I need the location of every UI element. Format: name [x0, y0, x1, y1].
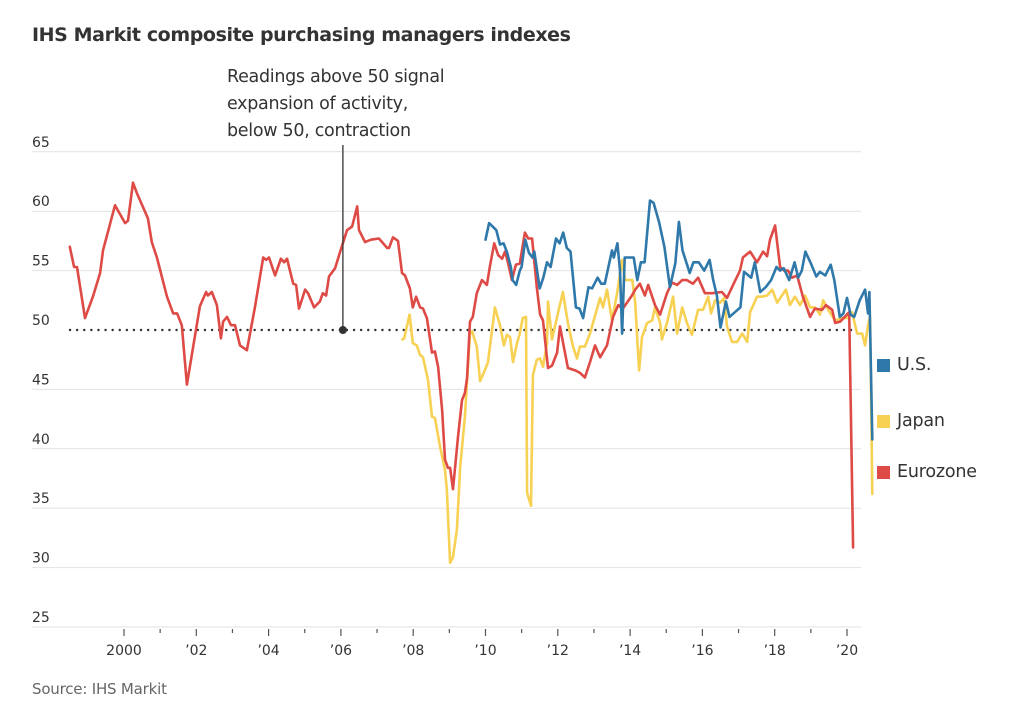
x-tick-label: 2000 [106, 643, 142, 659]
legend-swatch-us [877, 358, 890, 372]
legend-swatch-japan [877, 414, 890, 428]
x-tick-label: ’02 [185, 643, 207, 659]
x-tick-label: ’20 [836, 643, 858, 659]
legend-item-eurozone: Eurozone [877, 462, 977, 482]
annotation-line-2: expansion of activity, [227, 94, 408, 114]
series-lines [68, 181, 874, 565]
y-axis: 25 30 35 40 45 50 55 60 65 [32, 135, 50, 626]
annotation-line-3: below 50, contraction [227, 121, 411, 141]
x-tick-label: ’06 [330, 643, 352, 659]
series-line-us [484, 199, 874, 441]
annotation-dot [338, 326, 347, 334]
legend-label-japan: Japan [897, 411, 945, 431]
annotation-pointer [338, 145, 347, 334]
x-tick-label: ’12 [547, 643, 569, 659]
x-tick-label: ’10 [474, 643, 496, 659]
gridlines [32, 151, 861, 628]
chart-title: IHS Markit composite purchasing managers… [32, 24, 571, 46]
y-tick-label: 40 [32, 432, 50, 448]
y-tick-label: 45 [32, 372, 50, 388]
legend-swatch-eurozone [877, 465, 890, 479]
x-tick-label: ’04 [257, 643, 279, 659]
x-tick-label: ’18 [764, 643, 786, 659]
x-tick-label: ’16 [691, 643, 713, 659]
x-tick-label: ’14 [619, 643, 641, 659]
y-tick-label: 25 [32, 610, 50, 626]
annotation-line-1: Readings above 50 signal [227, 67, 445, 87]
y-tick-label: 55 [32, 254, 50, 270]
series-line-japan [401, 258, 874, 565]
annotation-text: Readings above 50 signal expansion of ac… [227, 64, 445, 145]
y-tick-label: 50 [32, 313, 50, 329]
y-tick-label: 60 [32, 194, 50, 210]
legend-label-us: U.S. [897, 355, 932, 375]
y-tick-label: 30 [32, 551, 50, 567]
x-tick-label: ’08 [402, 643, 424, 659]
legend-item-japan: Japan [877, 411, 945, 431]
legend-label-eurozone: Eurozone [897, 462, 977, 482]
x-axis: 2000 ’02 ’04 ’06 ’08 ’10 ’12 ’14 ’16 ’18 ’20 [106, 629, 858, 659]
source-note: Source: IHS Markit [32, 680, 167, 698]
legend-item-us: U.S. [877, 355, 931, 375]
y-tick-label: 65 [32, 135, 50, 151]
series-line-eurozone [68, 181, 855, 549]
y-tick-label: 35 [32, 491, 50, 507]
